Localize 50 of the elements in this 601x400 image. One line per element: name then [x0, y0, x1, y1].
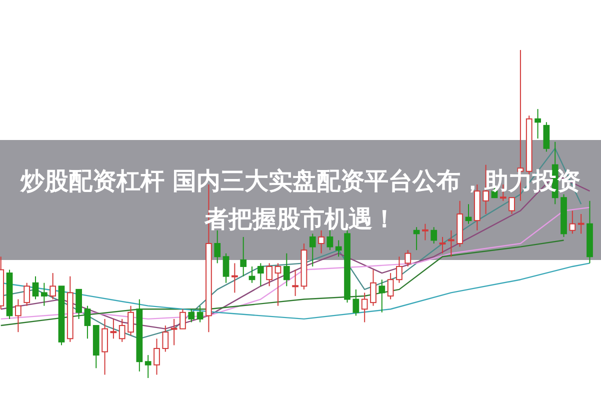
candlestick: [170, 318, 178, 346]
candlestick: [128, 305, 134, 336]
candlestick: [309, 233, 316, 267]
candlestick: [430, 226, 438, 244]
candlestick: [32, 276, 39, 300]
candlestick: [361, 292, 368, 323]
candlestick: [370, 269, 376, 306]
candlestick: [413, 226, 420, 251]
candlestick: [318, 230, 324, 254]
candlestick: [326, 230, 334, 251]
candlestick: [214, 230, 221, 264]
candlestick: [232, 262, 238, 294]
candlestick: [396, 256, 402, 284]
candlestick: [162, 325, 169, 352]
candlestick: [404, 250, 412, 267]
candlestick: [448, 230, 454, 258]
candlestick: [387, 272, 394, 300]
candlestick: [508, 197, 515, 214]
candlestick: [292, 269, 298, 296]
candlestick: [196, 305, 204, 323]
candlestick: [144, 354, 152, 378]
candlestick: [222, 252, 230, 284]
candlestick: [188, 308, 195, 323]
candlestick: [422, 223, 428, 241]
candlestick: [102, 318, 108, 376]
candlestick: [283, 252, 290, 287]
candlestick: [543, 122, 550, 152]
candlestick: [154, 338, 160, 376]
candlestick: [569, 210, 576, 234]
candlestick: [248, 266, 256, 284]
candlestick: [578, 214, 584, 234]
candlestick: [534, 108, 541, 140]
candlestick: [240, 236, 247, 277]
candlestick: [110, 318, 117, 340]
candlestick: [50, 272, 56, 300]
candlestick: [352, 288, 360, 316]
candlestick: [180, 308, 186, 330]
candlestick: [266, 262, 273, 287]
candlestick: [15, 298, 22, 333]
candlestick: [118, 318, 126, 342]
candlestick: [24, 282, 30, 306]
candlestick: [76, 288, 82, 320]
candlestick: [335, 240, 342, 258]
candlestick: [40, 282, 48, 306]
candlestick: [84, 305, 91, 340]
candlestick: [274, 262, 282, 306]
candlestick: [465, 204, 472, 224]
candlestick: [257, 262, 264, 287]
candlestick: [378, 279, 386, 313]
candlestick: [439, 236, 446, 254]
